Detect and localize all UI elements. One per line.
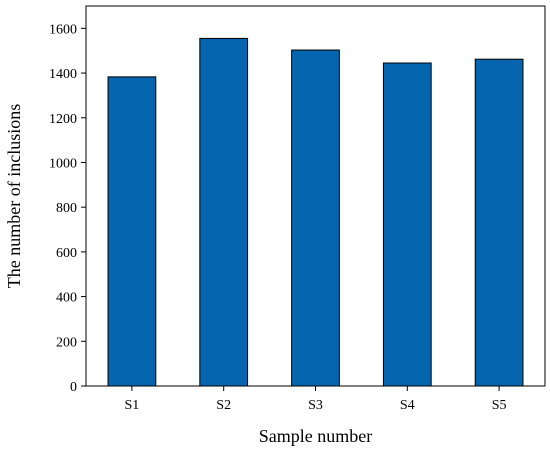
x-tick-label: S2 xyxy=(216,398,231,413)
x-axis-title: Sample number xyxy=(259,426,372,446)
y-tick-label: 1200 xyxy=(49,112,77,127)
y-tick-label: 400 xyxy=(56,291,77,306)
x-tick-label: S5 xyxy=(492,398,507,413)
y-tick-label: 200 xyxy=(56,335,77,350)
x-axis-ticks: S1 S2 S3 S4 S5 xyxy=(125,386,507,413)
y-tick-label: 1600 xyxy=(49,22,77,37)
x-tick-label: S1 xyxy=(125,398,140,413)
x-tick-label: S4 xyxy=(400,398,415,413)
y-axis-ticks: 0 200 400 600 800 1000 1200 1400 1600 xyxy=(49,22,86,395)
plot-frame xyxy=(85,5,546,387)
bars-group xyxy=(107,37,524,387)
bar-s4 xyxy=(382,62,432,387)
y-tick-label: 600 xyxy=(56,246,77,261)
x-tick-label: S3 xyxy=(308,398,323,413)
bar-s5 xyxy=(474,58,524,387)
y-tick-label: 1400 xyxy=(49,67,77,82)
bar-s3 xyxy=(291,49,340,387)
y-tick-label: 0 xyxy=(70,380,77,395)
bar-s1 xyxy=(107,76,157,387)
bar-s2 xyxy=(199,37,249,387)
y-tick-label: 800 xyxy=(56,201,77,216)
y-axis-title: The number of inclusions xyxy=(4,104,24,288)
y-tick-label: 1000 xyxy=(49,156,77,171)
